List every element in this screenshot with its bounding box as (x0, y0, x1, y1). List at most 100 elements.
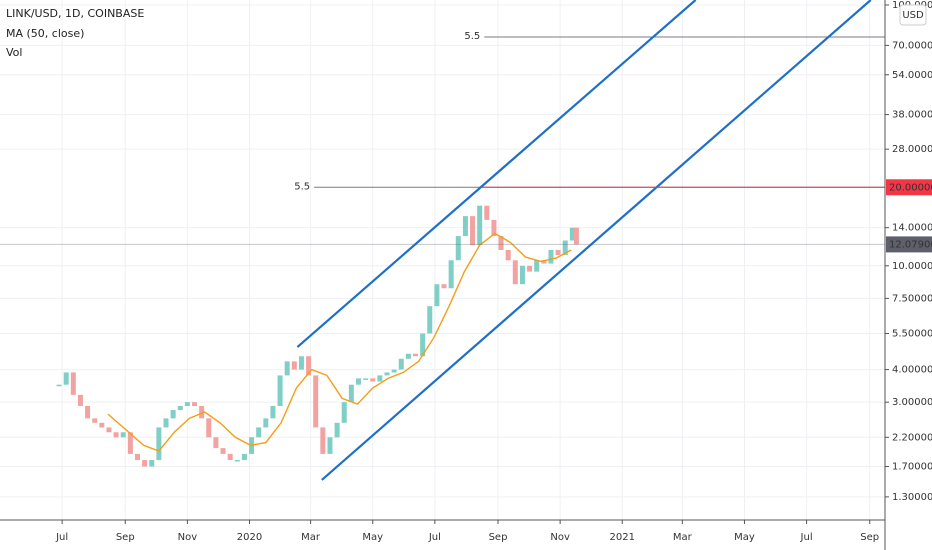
candle (277, 375, 283, 407)
currency-button[interactable] (899, 4, 927, 26)
candle (142, 460, 148, 467)
x-tick-label: 2021 (610, 532, 635, 543)
candle (220, 448, 226, 454)
y-tick-label: 4.00000 (892, 365, 932, 376)
candle (234, 460, 240, 462)
candle (484, 205, 490, 220)
candle (134, 453, 140, 461)
candle (555, 249, 561, 255)
y-tick-label: 38.00000 (892, 110, 932, 121)
candle (298, 356, 304, 370)
candle (370, 378, 376, 382)
candle (477, 205, 483, 246)
y-tick-label: 1.70000 (892, 461, 932, 472)
candle (206, 418, 212, 438)
candle (363, 378, 369, 380)
candle (455, 236, 461, 261)
ma-line (107, 232, 572, 452)
y-tick-label: 3.00000 (892, 397, 932, 408)
candle (405, 353, 411, 359)
grid (0, 0, 885, 520)
horizontal-line-label: 5.5 (294, 181, 310, 192)
candle (127, 432, 133, 454)
x-tick-label: 2020 (237, 532, 262, 543)
candle (306, 356, 312, 376)
y-tick-label: 70.00000 (892, 40, 932, 51)
y-tick-label: 14.00000 (892, 223, 932, 234)
x-tick-label: Nov (550, 532, 570, 543)
trend-line (321, 0, 872, 481)
candle (170, 409, 176, 419)
ma-legend: MA (50, close) (6, 27, 84, 40)
price-label-box (886, 179, 932, 196)
y-tick-label: 2.20000 (892, 432, 932, 443)
y-tick-label: 28.00000 (892, 144, 932, 155)
candle (85, 406, 91, 419)
axes: 100.0000070.0000054.0000038.0000028.0000… (55, 0, 932, 543)
candle (441, 284, 447, 289)
candle (256, 427, 262, 438)
x-tick-label: Mar (301, 532, 321, 543)
x-tick-label: Sep (860, 532, 879, 543)
candle (391, 369, 397, 373)
y-tick-label: 10.00000 (892, 261, 932, 272)
x-tick-label: May (362, 532, 383, 543)
candle (199, 406, 205, 419)
y-tick-label: 1.30000 (892, 492, 932, 503)
candle (491, 219, 497, 237)
candle (184, 402, 190, 407)
candle (149, 460, 155, 467)
price-label: 20.00000 (889, 182, 932, 193)
candle (56, 384, 62, 387)
y-tick-label: 7.50000 (892, 293, 932, 304)
x-tick-label: Jul (800, 532, 813, 543)
price-label-box (886, 236, 932, 253)
candle (348, 384, 354, 403)
candle (327, 437, 333, 454)
candle (99, 422, 105, 428)
x-tick-label: Mar (673, 532, 693, 543)
y-tick-label: 5.50000 (892, 329, 932, 340)
candle (398, 358, 404, 370)
x-tick-label: Nov (178, 532, 198, 543)
candle (527, 265, 533, 272)
candle (320, 427, 326, 454)
x-tick-label: Jul (55, 532, 68, 543)
candle (427, 306, 433, 334)
candle (213, 437, 219, 449)
x-tick-label: Sep (116, 532, 135, 543)
candle (519, 265, 525, 285)
y-tick-label: 54.00000 (892, 70, 932, 81)
candle (291, 361, 297, 370)
candle (334, 422, 340, 438)
trend-line (296, 0, 697, 348)
candle (341, 402, 347, 423)
x-tick-label: Jul (428, 532, 441, 543)
candle (263, 418, 269, 428)
candle (70, 372, 76, 395)
candle (413, 353, 419, 357)
candle (448, 260, 454, 289)
candle (569, 227, 575, 241)
candle (192, 402, 198, 407)
candle (541, 260, 547, 264)
candle (92, 418, 98, 423)
candle (113, 432, 119, 438)
candle (512, 260, 518, 285)
candle (355, 378, 361, 385)
candle (177, 406, 183, 410)
candle (498, 236, 504, 250)
candle (120, 432, 126, 438)
candle (534, 260, 540, 272)
currency-label: USD (902, 10, 924, 21)
symbol-title: LINK/USD, 1D, COINBASE (6, 7, 144, 20)
x-tick-label: May (734, 532, 755, 543)
x-tick-label: Sep (489, 532, 508, 543)
price-label: 12.07900 (889, 239, 932, 250)
candle (163, 418, 169, 428)
candle (284, 361, 290, 376)
plot: 5.5 5.5 (0, 0, 885, 481)
